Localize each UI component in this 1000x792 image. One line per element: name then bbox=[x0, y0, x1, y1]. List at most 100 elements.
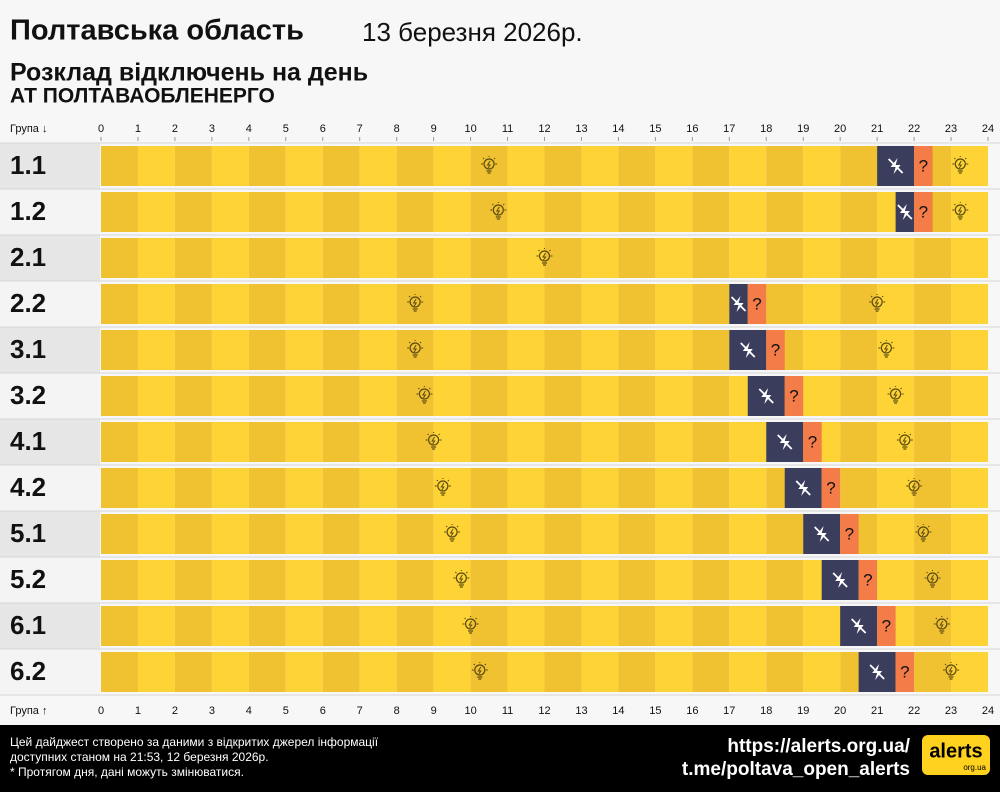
x-tick-label: 17 bbox=[723, 123, 735, 135]
hour-cell bbox=[951, 468, 988, 508]
hour-cell bbox=[507, 422, 545, 462]
hour-cell bbox=[544, 284, 582, 324]
hour-cell bbox=[544, 238, 582, 278]
hour-cell bbox=[766, 514, 804, 554]
possible-outage-bar bbox=[821, 468, 841, 508]
hour-cell bbox=[285, 330, 323, 370]
hour-cell bbox=[655, 146, 693, 186]
x-tick-label: 15 bbox=[649, 705, 661, 717]
bulb-icon bbox=[434, 478, 451, 496]
hour-cell bbox=[174, 606, 212, 646]
hour-cell bbox=[729, 560, 767, 600]
x-tick-label: 0 bbox=[98, 123, 104, 135]
row-label-bg bbox=[0, 603, 100, 649]
hour-cell bbox=[507, 606, 545, 646]
hour-cell bbox=[470, 468, 508, 508]
row-label-bg bbox=[0, 373, 100, 419]
x-tick-label: 3 bbox=[209, 705, 215, 717]
hour-cell bbox=[692, 652, 730, 692]
hour-cell bbox=[285, 238, 323, 278]
footer-link[interactable]: t.me/poltava_open_alerts bbox=[682, 759, 910, 780]
hour-cell bbox=[285, 514, 323, 554]
hour-cell bbox=[507, 330, 545, 370]
bulb-bolt bbox=[477, 666, 482, 675]
x-tick-label: 22 bbox=[908, 123, 920, 135]
row-label-bg bbox=[0, 189, 100, 235]
hour-cell bbox=[803, 330, 841, 370]
hour-cell bbox=[544, 606, 582, 646]
hour-cell bbox=[507, 376, 545, 416]
hour-cell bbox=[951, 560, 988, 600]
hour-cell bbox=[655, 376, 693, 416]
bulb-ray bbox=[926, 571, 928, 574]
bulb-bolt bbox=[883, 344, 889, 353]
hour-cell bbox=[766, 284, 804, 324]
hour-cell bbox=[322, 606, 360, 646]
hour-cell bbox=[618, 284, 656, 324]
logo-sub: org.ua bbox=[963, 763, 986, 772]
group-label: 6.2 bbox=[10, 656, 46, 686]
x-tick-label: 24 bbox=[982, 123, 994, 135]
hour-cell bbox=[211, 330, 249, 370]
bulb-bolt bbox=[468, 620, 473, 629]
power-off-icon bbox=[730, 296, 747, 312]
bulb-ray bbox=[955, 663, 958, 666]
power-off-icon bbox=[795, 480, 811, 496]
bulb-glass bbox=[880, 342, 892, 354]
bulb-bolt bbox=[902, 436, 907, 445]
hour-cell bbox=[101, 606, 138, 646]
hour-cell bbox=[174, 422, 212, 462]
hour-cell bbox=[877, 468, 915, 508]
hour-cell bbox=[359, 284, 397, 324]
bulb-ray bbox=[491, 203, 494, 206]
power-off-icon bbox=[832, 572, 848, 588]
possible-outage-bar bbox=[914, 192, 933, 232]
hour-cell bbox=[285, 192, 323, 232]
hour-cell bbox=[211, 238, 249, 278]
hour-cell bbox=[322, 514, 360, 554]
x-tick-label: 23 bbox=[945, 123, 957, 135]
bulb-glass bbox=[455, 572, 467, 584]
possible-symbol: ? bbox=[919, 156, 928, 175]
hour-cell bbox=[544, 514, 582, 554]
y-label-top: Група ↓ bbox=[10, 123, 47, 135]
hour-cell bbox=[174, 330, 212, 370]
bulb-ray bbox=[880, 341, 882, 344]
group-label: 2.1 bbox=[10, 242, 46, 272]
hour-cell bbox=[359, 192, 397, 232]
hour-cell bbox=[248, 284, 286, 324]
hour-cell bbox=[248, 652, 286, 692]
bulb-icon bbox=[416, 386, 433, 404]
bulb-bolt bbox=[412, 344, 418, 353]
hour-cell bbox=[101, 330, 138, 370]
hour-cell bbox=[507, 514, 545, 554]
x-tick-label: 14 bbox=[612, 123, 624, 135]
footer-link[interactable]: https://alerts.org.ua/ bbox=[727, 736, 910, 757]
x-tick-label: 13 bbox=[575, 123, 587, 135]
hour-cell bbox=[470, 330, 508, 370]
row-label-bg bbox=[0, 235, 100, 281]
hour-cell bbox=[692, 422, 730, 462]
hour-cell bbox=[101, 284, 138, 324]
hour-cell bbox=[877, 284, 915, 324]
hour-cell bbox=[396, 422, 434, 462]
hour-cell bbox=[581, 284, 619, 324]
bulb-glass bbox=[954, 204, 966, 216]
x-tick-label: 12 bbox=[538, 123, 550, 135]
group-label: 5.1 bbox=[10, 518, 46, 548]
hour-cell bbox=[729, 422, 767, 462]
hour-cell bbox=[803, 606, 841, 646]
hour-cell bbox=[766, 606, 804, 646]
slash bbox=[887, 158, 904, 174]
x-tick-label: 5 bbox=[283, 705, 289, 717]
hour-cell bbox=[137, 192, 175, 232]
footer-bg bbox=[0, 725, 1000, 792]
power-off-icon bbox=[897, 204, 913, 220]
hour-cell bbox=[322, 560, 360, 600]
hour-cell bbox=[655, 238, 693, 278]
hour-cell bbox=[840, 468, 878, 508]
hour-cell bbox=[840, 376, 878, 416]
bulb-ray bbox=[482, 157, 485, 160]
hour-cell bbox=[101, 238, 138, 278]
hour-cell bbox=[692, 330, 730, 370]
